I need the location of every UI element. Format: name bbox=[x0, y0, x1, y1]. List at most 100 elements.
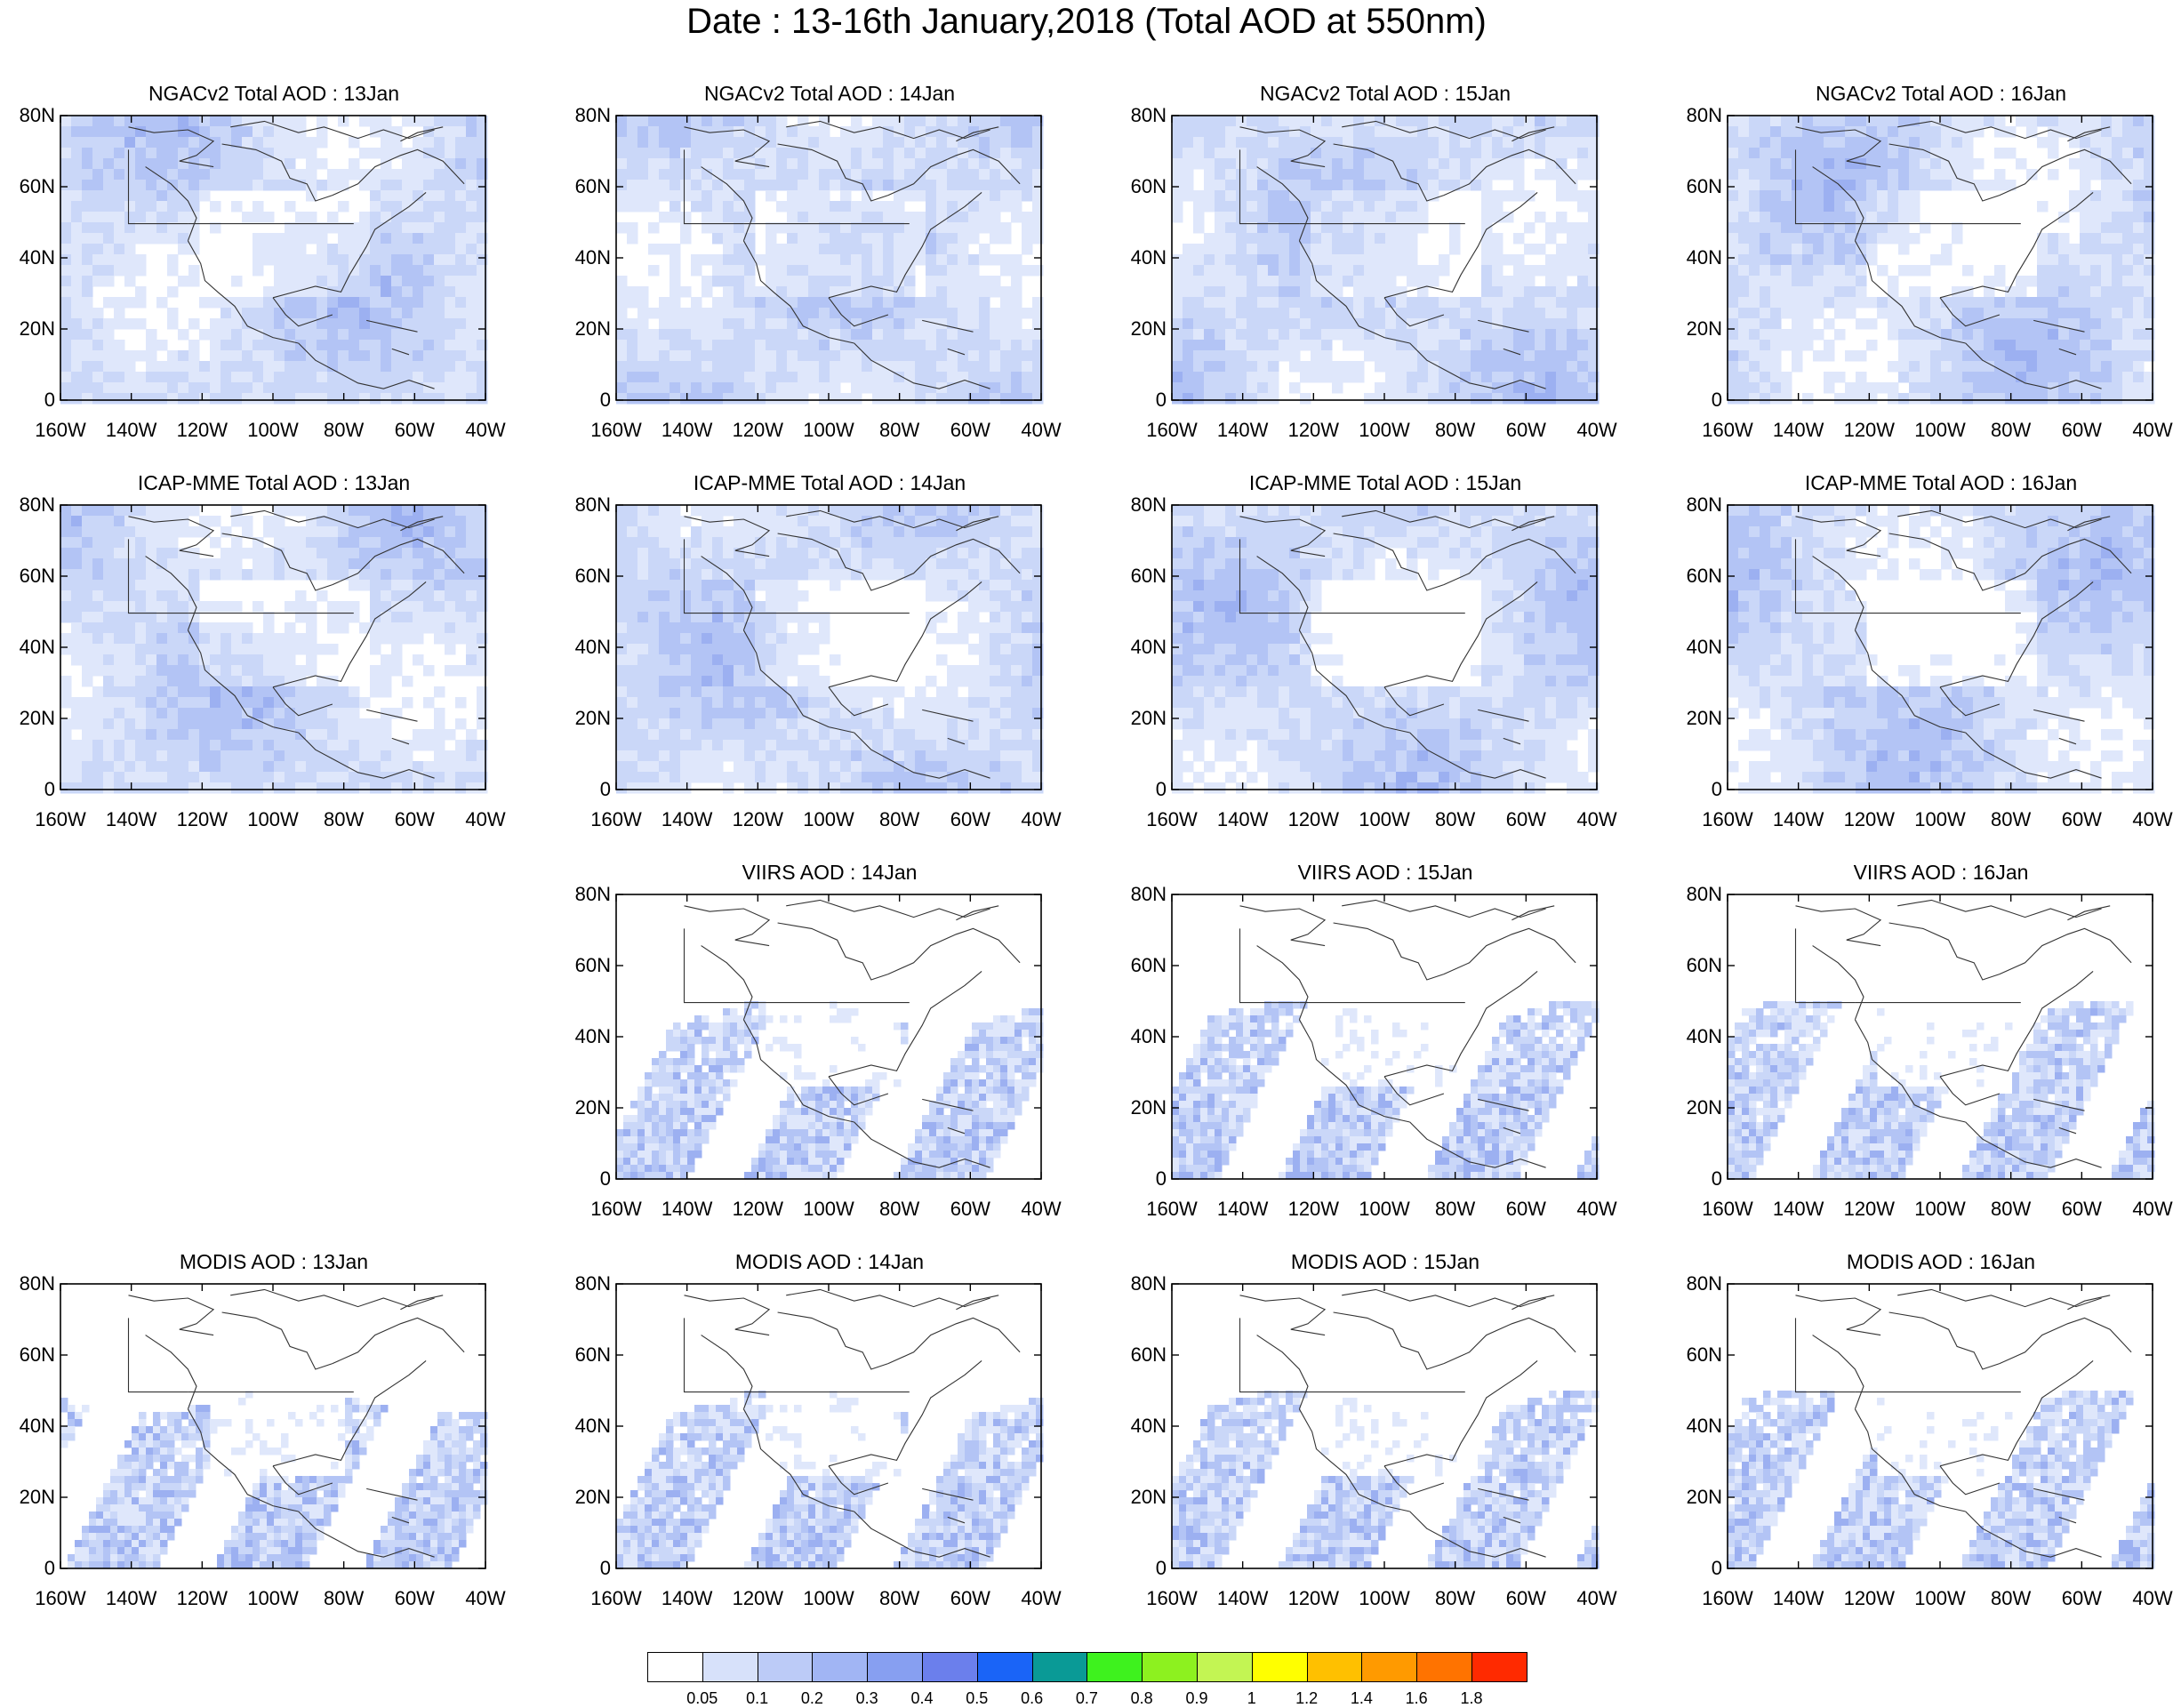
aod-cell bbox=[231, 708, 243, 719]
aod-cell bbox=[744, 318, 756, 330]
aod-cell bbox=[1738, 137, 1750, 148]
aod-cell bbox=[103, 201, 115, 212]
aod-cell bbox=[1781, 254, 1792, 266]
lat-label: 80N bbox=[557, 105, 611, 126]
panel-title: NGACv2 Total AOD : 16Jan bbox=[1692, 80, 2173, 107]
aod-cell bbox=[1877, 233, 1888, 245]
aod-cell bbox=[466, 308, 477, 319]
aod-cell bbox=[1856, 318, 1867, 330]
aod-cell bbox=[1172, 393, 1183, 405]
lon-label: 60W bbox=[379, 420, 450, 441]
aod-cell bbox=[1770, 350, 1782, 362]
aod-cell bbox=[883, 297, 894, 309]
aod-cell bbox=[1289, 382, 1301, 394]
aod-cell bbox=[156, 137, 168, 148]
aod-cell bbox=[1396, 297, 1407, 309]
aod-cell bbox=[659, 329, 670, 341]
aod-cell bbox=[1353, 265, 1365, 277]
aod-cell bbox=[1460, 340, 1471, 351]
aod-cell bbox=[231, 516, 243, 527]
aod-cell bbox=[1984, 361, 1995, 373]
aod-cell bbox=[199, 329, 211, 341]
aod-cell bbox=[231, 329, 243, 341]
aod-cell bbox=[1738, 393, 1750, 405]
aod-cell bbox=[744, 116, 756, 127]
aod-cell bbox=[691, 393, 702, 405]
aod-cell bbox=[1577, 244, 1589, 255]
aod-cell bbox=[253, 708, 264, 719]
aod-cell bbox=[114, 740, 125, 751]
aod-cell bbox=[1962, 116, 1974, 127]
aod-cell bbox=[2048, 137, 2059, 148]
aod-cell bbox=[71, 201, 83, 212]
aod-cell bbox=[798, 297, 809, 309]
aod-cell bbox=[1183, 254, 1194, 266]
aod-cell bbox=[2112, 180, 2123, 191]
aod-cell bbox=[188, 340, 200, 351]
aod-cell bbox=[1204, 180, 1215, 191]
aod-cell bbox=[1311, 361, 1322, 373]
aod-cell bbox=[1728, 126, 1739, 138]
aod-cell bbox=[178, 148, 189, 159]
aod-cell bbox=[413, 772, 424, 783]
aod-cell bbox=[1503, 158, 1514, 170]
aod-cell bbox=[1770, 137, 1782, 148]
aod-cell bbox=[958, 297, 969, 309]
aod-cell bbox=[936, 329, 948, 341]
aod-cell bbox=[178, 750, 189, 762]
lon-label: 160W bbox=[25, 809, 96, 830]
aod-cell bbox=[1567, 190, 1578, 202]
aod-cell bbox=[434, 276, 445, 287]
aod-cell bbox=[1375, 212, 1386, 223]
aod-cell bbox=[1481, 137, 1493, 148]
aod-cell bbox=[1225, 137, 1237, 148]
aod-cell bbox=[82, 676, 93, 687]
aod-cell bbox=[114, 665, 125, 677]
aod-cell bbox=[188, 569, 200, 581]
aod-cell bbox=[242, 782, 253, 794]
aod-cell bbox=[1225, 116, 1237, 127]
aod-cell bbox=[830, 308, 841, 319]
aod-cell bbox=[723, 286, 734, 298]
aod-cell bbox=[968, 286, 980, 298]
aod-cell bbox=[2048, 244, 2059, 255]
aod-cell bbox=[744, 169, 756, 180]
aod-cell bbox=[71, 782, 83, 794]
aod-cell bbox=[1311, 340, 1322, 351]
aod-cell bbox=[327, 740, 339, 751]
aod-cell bbox=[402, 276, 413, 287]
aod-cell bbox=[1738, 190, 1750, 202]
aod-cell bbox=[1492, 233, 1503, 245]
aod-cell bbox=[1556, 361, 1568, 373]
aod-cell bbox=[466, 761, 477, 773]
aod-cell bbox=[947, 158, 958, 170]
aod-cell bbox=[60, 526, 72, 538]
aod-cell bbox=[135, 665, 147, 677]
aod-cell bbox=[862, 382, 873, 394]
aod-cell bbox=[2090, 244, 2102, 255]
aod-cell bbox=[306, 718, 317, 730]
aod-cell bbox=[723, 254, 734, 266]
aod-cell bbox=[1311, 286, 1322, 298]
aod-cell bbox=[466, 148, 477, 159]
aod-cell bbox=[883, 126, 894, 138]
aod-cell bbox=[1760, 393, 1771, 405]
aod-cell bbox=[146, 654, 157, 666]
aod-cell bbox=[1728, 244, 1739, 255]
aod-cell bbox=[60, 126, 72, 138]
aod-cell bbox=[2133, 308, 2145, 319]
aod-cell bbox=[1577, 201, 1589, 212]
aod-cell bbox=[1375, 254, 1386, 266]
aod-cell bbox=[1428, 361, 1439, 373]
aod-cell bbox=[253, 558, 264, 570]
lat-label: 0 bbox=[2, 779, 55, 800]
aod-cell bbox=[317, 116, 328, 127]
aod-cell bbox=[1866, 212, 1878, 223]
lat-label: 40N bbox=[2, 247, 55, 269]
aod-cell bbox=[1193, 372, 1205, 383]
aod-cell bbox=[253, 601, 264, 613]
aod-cell bbox=[904, 190, 916, 202]
aod-cell bbox=[124, 265, 136, 277]
aod-cell bbox=[1300, 180, 1311, 191]
aod-cell bbox=[2101, 329, 2113, 341]
